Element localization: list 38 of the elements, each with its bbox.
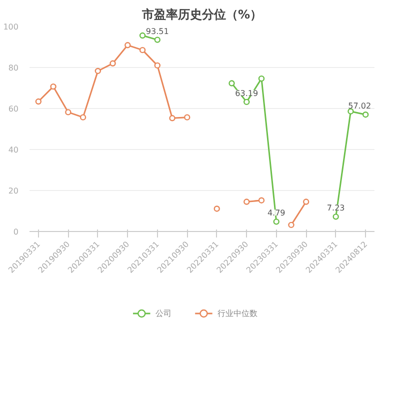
- point: [362, 112, 369, 118]
- point: [302, 198, 310, 205]
- y-tick-label: 100: [3, 22, 19, 32]
- point: [65, 109, 72, 116]
- point: [139, 46, 146, 54]
- point: [244, 98, 250, 106]
- point: [258, 197, 265, 204]
- chart-title: 市盈率历史分位（%）: [140, 8, 262, 22]
- y-tick-label: 0: [13, 228, 19, 236]
- point: [288, 222, 294, 228]
- point: [244, 198, 250, 205]
- point: [154, 36, 160, 43]
- point: [154, 62, 160, 69]
- point: [169, 115, 176, 122]
- data-label: 57.02: [348, 102, 372, 111]
- data-label: 93.51: [146, 26, 169, 36]
- point: [139, 32, 146, 39]
- point: [332, 214, 339, 220]
- data-label: 7.23: [326, 204, 345, 213]
- point: [124, 42, 131, 48]
- point: [228, 80, 235, 86]
- point: [214, 206, 220, 212]
- point: [35, 98, 42, 105]
- point: [80, 114, 86, 120]
- data-label: 63.19: [235, 88, 258, 98]
- point: [184, 114, 190, 120]
- y-tick-label: 20: [8, 186, 19, 196]
- legend-label: 行业中位数: [218, 309, 258, 318]
- y-tick-label: 60: [8, 104, 19, 114]
- point: [110, 60, 116, 66]
- y-tick-label: 80: [8, 64, 19, 72]
- legend-label: 公司: [155, 309, 172, 318]
- point: [94, 68, 102, 74]
- point: [273, 218, 280, 225]
- point: [50, 83, 56, 90]
- y-tick-label: 40: [8, 146, 19, 154]
- data-label: 4.79: [267, 208, 286, 218]
- point: [258, 75, 265, 82]
